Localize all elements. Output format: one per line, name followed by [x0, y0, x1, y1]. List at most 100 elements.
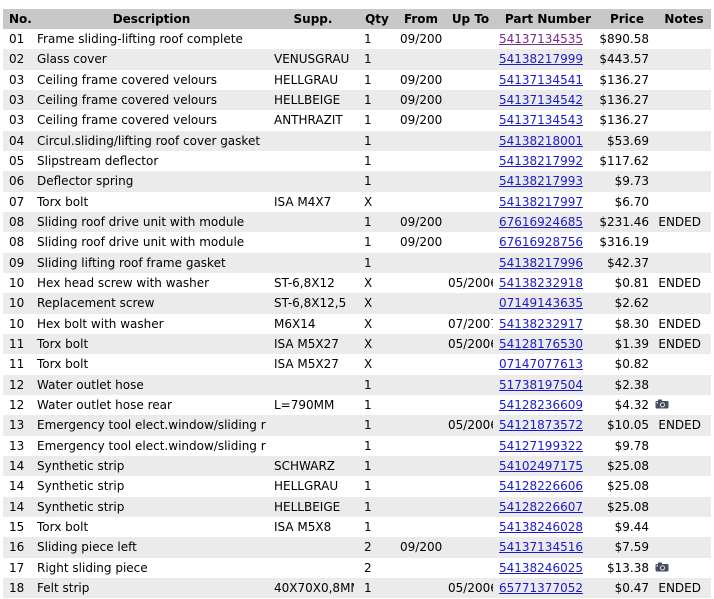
- cell-no: 12: [9, 398, 25, 413]
- part-number-link[interactable]: 07149143635: [499, 296, 583, 311]
- cell-from: [394, 151, 442, 171]
- cell-qty: 1: [364, 52, 372, 67]
- cell-qty: 1: [364, 377, 372, 392]
- cell-upto: [442, 537, 493, 557]
- cell-price: $25.08: [607, 499, 649, 514]
- part-number-link[interactable]: 54138217993: [499, 174, 583, 189]
- part-number-link[interactable]: 65771377052: [499, 581, 583, 596]
- table-row: 11 Torx bolt ISA M5X27 X 07147077613 $0.82: [3, 354, 711, 375]
- cell-price: $9.73: [614, 174, 649, 189]
- camera-icon[interactable]: [655, 399, 669, 409]
- col-header-qty: Qty: [365, 12, 389, 26]
- cell-qty: 1: [364, 113, 372, 128]
- cell-description: Sliding roof drive unit with module: [37, 235, 245, 250]
- part-number-link[interactable]: 54138217997: [499, 194, 583, 209]
- cell-price: $42.37: [607, 255, 649, 270]
- part-number-link[interactable]: 67616928756: [499, 235, 583, 250]
- cell-description: Sliding piece left: [37, 540, 137, 555]
- part-number-link[interactable]: 54138232917: [499, 316, 583, 331]
- cell-notes: [651, 131, 711, 151]
- cell-notes: ENDED: [658, 276, 701, 291]
- cell-price: $8.30: [614, 316, 649, 331]
- table-row: 13 Emergency tool elect.window/sliding ro…: [3, 435, 711, 456]
- cell-description: Ceiling frame covered velours: [37, 93, 218, 108]
- table-row: 10 Hex head screw with washer ST-6,8X12 X 05…: [3, 272, 711, 294]
- part-number-link[interactable]: 54137134535: [499, 32, 583, 47]
- cell-no: 11: [9, 337, 25, 352]
- cell-upto: [442, 436, 493, 456]
- cell-from: [394, 497, 442, 517]
- cell-qty: 2: [364, 540, 372, 555]
- cell-from: [394, 131, 442, 151]
- cell-no: 05: [9, 154, 25, 169]
- part-number-link[interactable]: 54138246025: [499, 560, 583, 575]
- cell-description: Synthetic strip: [37, 479, 125, 494]
- table-row: 06 Deflector spring 1 54138217993 $9.73: [3, 171, 711, 192]
- cell-from: [394, 192, 442, 212]
- col-header-from: From: [403, 12, 439, 26]
- table-row: 05 Slipstream deflector 1 54138217992 $117.6…: [3, 150, 711, 172]
- part-number-link[interactable]: 54138217992: [499, 154, 583, 169]
- cell-notes: ENDED: [658, 418, 701, 433]
- cell-part-number: 54137134542: [493, 90, 597, 110]
- cell-upto: [442, 354, 493, 374]
- cell-from: 09/2003: [400, 72, 442, 87]
- part-number-link[interactable]: 54128226606: [499, 479, 583, 494]
- part-number-link[interactable]: 54128226607: [499, 499, 583, 514]
- cell-part-number: 54121873572: [493, 415, 597, 435]
- part-number-link[interactable]: 54138218001: [499, 133, 583, 148]
- part-number-link[interactable]: 54137134541: [499, 72, 583, 87]
- cell-description: Replacement screw: [37, 296, 155, 311]
- cell-upto: [442, 171, 493, 191]
- part-number-link[interactable]: 54127199322: [499, 438, 583, 453]
- cell-no: 02: [9, 52, 25, 67]
- cell-from: [394, 171, 442, 191]
- cell-notes: [651, 29, 711, 49]
- part-number-link[interactable]: 54137134542: [499, 93, 583, 108]
- part-number-link[interactable]: 54128236609: [499, 398, 583, 413]
- cell-notes: [651, 354, 711, 374]
- cell-from: [394, 476, 442, 496]
- cell-qty: 1: [364, 154, 372, 169]
- cell-qty: 2: [364, 560, 372, 575]
- part-number-link[interactable]: 54138232918: [499, 276, 583, 291]
- cell-from: [394, 334, 442, 354]
- part-number-link[interactable]: 51738197504: [499, 377, 583, 392]
- table-row: 03 Ceiling frame covered velours HELLBEIGE…: [3, 89, 711, 111]
- table-row: 17 Right sliding piece 2 54138246025 $13.38: [3, 557, 711, 578]
- cell-qty: 1: [364, 93, 372, 108]
- cell-from: 09/2003: [400, 540, 442, 555]
- part-number-link[interactable]: 54121873572: [499, 418, 583, 433]
- part-number-link[interactable]: 07147077613: [499, 357, 583, 372]
- col-header-notes: Notes: [664, 12, 704, 26]
- part-number-link[interactable]: 54137134543: [499, 113, 583, 128]
- cell-upto: [442, 110, 493, 130]
- part-number-link[interactable]: 54137134516: [499, 540, 583, 555]
- cell-price: $13.38: [607, 560, 649, 575]
- cell-notes: ENDED: [658, 316, 701, 331]
- cell-upto: [442, 232, 493, 252]
- cell-qty: 1: [364, 133, 372, 148]
- camera-icon[interactable]: [655, 562, 669, 572]
- col-header-price: Price: [609, 12, 645, 26]
- cell-supp: HELLBEIGE: [274, 93, 341, 108]
- cell-qty: 1: [364, 499, 372, 514]
- part-number-link[interactable]: 67616924685: [499, 215, 583, 230]
- cell-upto: [442, 131, 493, 151]
- cell-part-number: 07147077613: [493, 354, 597, 374]
- cell-notes: [651, 456, 711, 476]
- part-number-link[interactable]: 54138246028: [499, 520, 583, 535]
- part-number-link[interactable]: 54138217999: [499, 52, 583, 67]
- cell-notes: ENDED: [658, 337, 701, 352]
- part-number-link[interactable]: 54102497175: [499, 459, 583, 474]
- part-number-link[interactable]: 54128176530: [499, 337, 583, 352]
- table-row: 10 Replacement screw ST-6,8X12,5 X 071491436…: [3, 293, 711, 314]
- cell-upto: 05/2006: [448, 337, 493, 352]
- cell-from: [394, 456, 442, 476]
- cell-qty: 1: [364, 479, 372, 494]
- cell-no: 16: [9, 540, 25, 555]
- table-row: 13 Emergency tool elect.window/sliding ro…: [3, 415, 711, 436]
- part-number-link[interactable]: 54138217996: [499, 255, 583, 270]
- cell-part-number: 54138217993: [493, 171, 597, 191]
- cell-description: Torx bolt: [37, 194, 89, 209]
